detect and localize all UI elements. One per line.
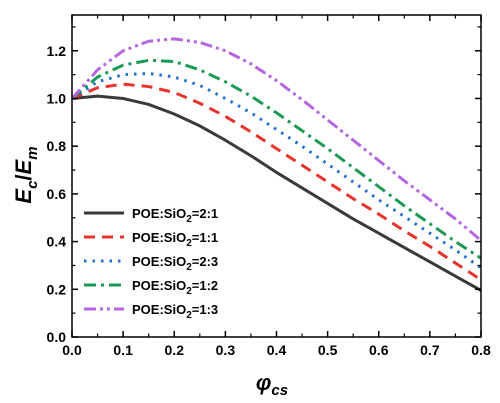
plot-area — [70, 37, 482, 292]
y-tick-label: 0.8 — [47, 138, 67, 154]
x-tick-label: 0.0 — [62, 342, 82, 358]
legend-label-2: POE:SiO2=1:1 — [132, 230, 218, 249]
series-line-1 — [71, 94, 482, 292]
y-tick-label: 0.0 — [47, 329, 67, 345]
series-line-2 — [71, 82, 482, 282]
y-tick-label: 1.0 — [47, 90, 67, 106]
x-tick-label: 0.7 — [420, 342, 440, 358]
series-line-5 — [70, 37, 482, 242]
legend-label-5: POE:SiO2=1:3 — [132, 302, 218, 321]
y-tick-label: 0.4 — [47, 234, 67, 250]
x-tick-label: 0.1 — [113, 342, 133, 358]
axes: 0.0 0.1 0.2 0.3 0.4 0.5 0.6 0.7 0.8 0.0 0.2 0.4 0.6 0… — [47, 14, 491, 358]
y-axis-title: Ec/Em — [11, 146, 41, 203]
legend-label-4: POE:SiO2=1:2 — [132, 278, 218, 297]
x-tick-label: 0.4 — [267, 342, 287, 358]
legend-label-3: POE:SiO2=2:3 — [132, 254, 218, 273]
x-axis-title: φcs — [256, 370, 288, 399]
y-tick-label: 0.6 — [47, 186, 67, 202]
legend: POE:SiO2=2:1 POE:SiO2=1:1 POE:SiO2=2:3 POE:… — [84, 206, 218, 321]
legend-label-1: POE:SiO2=2:1 — [132, 206, 218, 225]
x-tick-label: 0.8 — [471, 342, 491, 358]
x-tick-label: 0.6 — [369, 342, 389, 358]
y-tick-label: 0.2 — [47, 281, 67, 297]
x-tick-label: 0.3 — [216, 342, 236, 358]
x-tick-label: 0.5 — [318, 342, 338, 358]
x-tick-label: 0.2 — [165, 342, 185, 358]
series-line-4 — [71, 58, 482, 260]
y-tick-label: 1.2 — [47, 43, 67, 59]
